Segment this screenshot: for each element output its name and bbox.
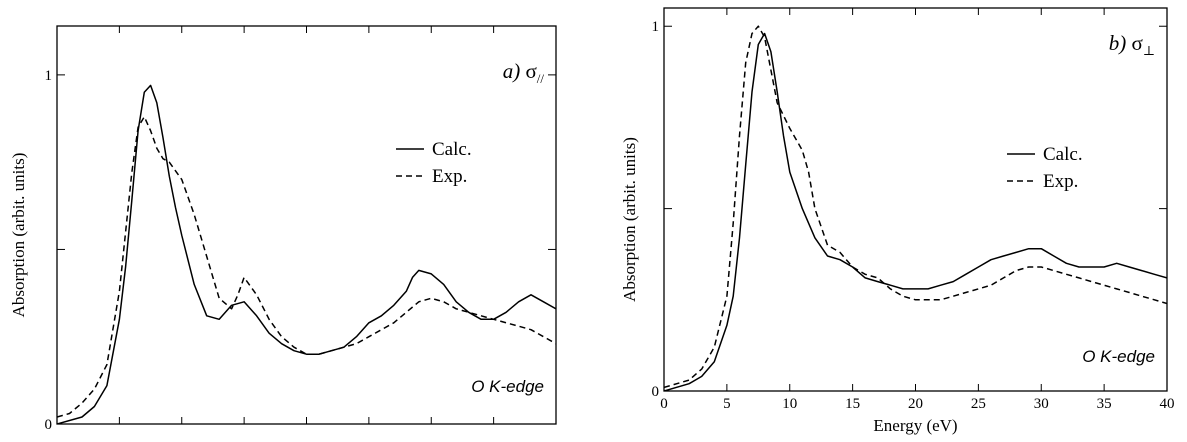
series-line-calc xyxy=(57,84,556,424)
legend-label: Calc. xyxy=(1043,144,1083,165)
edge-label: O K-edge xyxy=(1082,347,1155,366)
x-axis-label: Energy (eV) xyxy=(873,416,957,435)
y-tick-label: 0 xyxy=(652,384,660,400)
x-tick-label: 10 xyxy=(782,396,797,412)
plot-frame xyxy=(56,25,557,425)
y-tick-label: 1 xyxy=(652,19,660,35)
legend-label: Exp. xyxy=(432,166,467,187)
plot-frame xyxy=(663,7,1168,392)
legend-label: Exp. xyxy=(1043,171,1078,192)
y-tick-label: 0 xyxy=(45,417,53,433)
x-tick-label: 35 xyxy=(1097,396,1112,412)
panel-label: b) σ⊥ xyxy=(1109,31,1155,58)
series-line-exp xyxy=(664,25,1167,389)
series-line-exp xyxy=(57,116,556,418)
series-line-calc xyxy=(664,32,1167,391)
panel-label: a) σ// xyxy=(503,59,545,86)
x-tick-label: 25 xyxy=(971,396,986,412)
y-tick-label: 1 xyxy=(45,68,53,84)
x-tick-label: 40 xyxy=(1160,396,1175,412)
chart-panel-a: 0 1 Absorption (arbit. units) Calc. Exp. a) σ… xyxy=(9,25,557,433)
legend-label: Calc. xyxy=(432,139,472,160)
y-axis-label: Absorption (arbit. units) xyxy=(620,137,639,302)
x-tick-label: 30 xyxy=(1034,396,1049,412)
x-tick-label: 5 xyxy=(723,396,731,412)
x-tick-label: 20 xyxy=(908,396,923,412)
edge-label: O K-edge xyxy=(471,377,544,396)
chart-panel-b: 0 5 10 15 20 25 30 35 40 0 1 Absorption (arbit. uni… xyxy=(620,7,1175,435)
x-tick-label: 0 xyxy=(660,396,668,412)
y-axis-label: Absorption (arbit. units) xyxy=(9,153,28,318)
x-tick-label: 15 xyxy=(845,396,860,412)
